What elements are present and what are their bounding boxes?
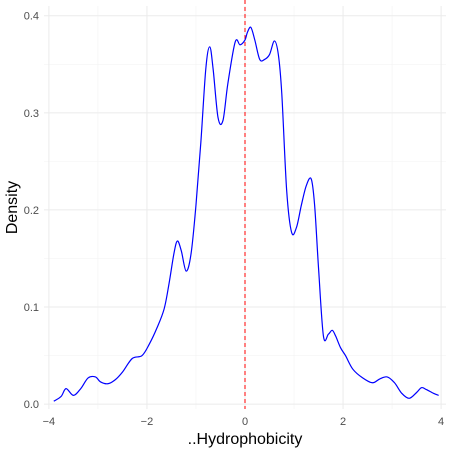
y-tick-label: 0.0 [24, 399, 39, 411]
y-tick-labels: 0.0 0.1 0.2 0.3 0.4 [24, 11, 39, 411]
x-tick-label: −2 [141, 416, 154, 428]
x-tick-label: 0 [242, 416, 248, 428]
y-tick-label: 0.4 [24, 11, 39, 23]
x-axis-title: ..Hydrophobicity [188, 431, 303, 448]
y-tick-label: 0.1 [24, 302, 39, 314]
density-curve [53, 26, 439, 402]
y-tick-label: 0.3 [24, 108, 39, 120]
x-tick-label: 2 [340, 416, 346, 428]
x-tick-labels: −4 −2 0 2 4 [43, 416, 445, 428]
series-layer [53, 26, 439, 402]
x-tick-label: 4 [438, 416, 444, 428]
y-tick-label: 0.2 [24, 205, 39, 217]
x-tick-label: −4 [43, 416, 56, 428]
y-axis-title: Density [4, 181, 21, 234]
